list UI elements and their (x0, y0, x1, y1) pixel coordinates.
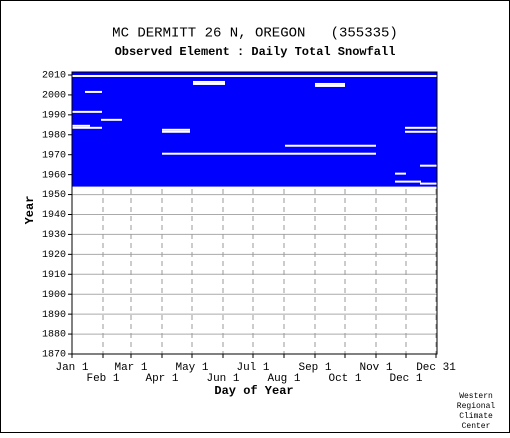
y-tick-label: 1920 (42, 250, 66, 261)
x-tick-label: Jan 1 (55, 362, 88, 374)
y-tick-label: 1880 (42, 330, 66, 341)
x-tick-label: Jul 1 (236, 362, 269, 374)
data-gap (72, 110, 102, 113)
x-tick-label: Aug 1 (267, 373, 300, 385)
x-tick-label: Mar 1 (114, 362, 147, 374)
y-tick-label: 1900 (42, 290, 66, 301)
y-tick-label: 1950 (42, 190, 66, 201)
x-tick-label: Nov 1 (359, 362, 392, 374)
data-gap (72, 124, 90, 127)
y-tick-label: 1890 (42, 310, 66, 321)
x-tick-label: Feb 1 (86, 373, 119, 385)
footer-text: Regional (457, 402, 496, 411)
data-gap (420, 164, 437, 167)
footer-text: Center (462, 422, 491, 431)
chart-subtitle: Observed Element : Daily Total Snowfall (115, 45, 396, 59)
y-tick-label: 1870 (42, 350, 66, 361)
x-tick-label: Dec 31 (416, 362, 456, 374)
x-tick-label: Dec 1 (389, 373, 422, 385)
x-tick-label: Apr 1 (145, 373, 178, 385)
plot-border (71, 71, 438, 355)
data-gap (395, 180, 421, 183)
y-tick-label: 1980 (42, 130, 66, 141)
x-tick-label: May 1 (175, 362, 208, 374)
data-gap (315, 82, 345, 85)
y-tick-label: 2000 (42, 91, 66, 102)
y-axis-label: Year (23, 196, 37, 225)
y-tick-label: 1990 (42, 110, 66, 121)
x-tick-label: Oct 1 (328, 373, 361, 385)
y-tick-label: 1940 (42, 210, 66, 221)
y-tick-label: 1960 (42, 170, 66, 181)
y-tick-label: 1970 (42, 150, 66, 161)
x-tick-label: Sep 1 (298, 362, 331, 374)
x-tick-label: Jun 1 (206, 373, 239, 385)
data-gap (162, 128, 190, 131)
data-gap (315, 84, 345, 87)
data-gap (420, 182, 437, 185)
data-gap (395, 172, 406, 175)
data-gap (162, 130, 190, 133)
y-tick-label: 1930 (42, 230, 66, 241)
footer-text: Western (459, 392, 493, 401)
data-gap (193, 80, 225, 83)
data-coverage (72, 72, 437, 187)
data-gap (405, 126, 437, 129)
footer-text: Climate (459, 412, 493, 421)
data-gap (85, 90, 102, 93)
data-gap (72, 74, 437, 77)
data-gap (162, 152, 376, 155)
chart-title: MC DERMITT 26 N, OREGON (355335) (112, 26, 398, 42)
data-gap (405, 130, 437, 133)
y-tick-label: 1910 (42, 270, 66, 281)
data-gap (285, 144, 376, 147)
data-gap (101, 118, 122, 121)
x-axis-label: Day of Year (214, 384, 293, 398)
y-tick-label: 2010 (42, 71, 66, 82)
data-gap (72, 126, 102, 129)
data-gap (193, 82, 225, 85)
